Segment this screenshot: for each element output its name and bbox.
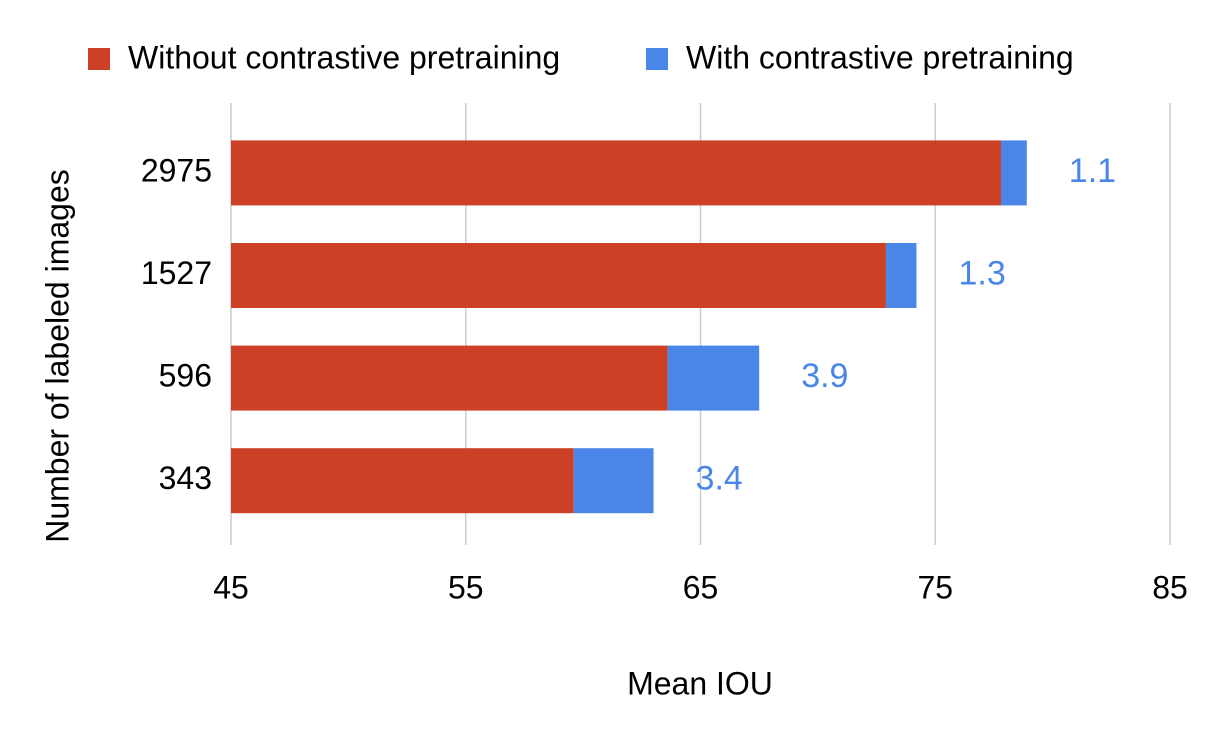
- x-tick-label: 65: [683, 569, 719, 605]
- data-label: 1.3: [958, 254, 1005, 292]
- x-tick-label: 55: [448, 569, 484, 605]
- x-tick-label: 45: [213, 569, 249, 605]
- data-label: 1.1: [1069, 152, 1116, 190]
- bar-segment: [667, 345, 760, 411]
- bar-segment: [231, 345, 668, 411]
- y-axis-title: Number of labeled images: [39, 169, 75, 543]
- data-label: 3.4: [696, 460, 743, 498]
- legend-swatch: [646, 48, 668, 70]
- y-tick-label: 596: [159, 358, 212, 394]
- x-tick-label: 75: [917, 569, 953, 605]
- data-label: 3.9: [801, 357, 848, 395]
- legend-label: Without contrastive pretraining: [128, 39, 560, 75]
- x-axis-title: Mean IOU: [627, 665, 773, 701]
- bar-segment: [1000, 140, 1027, 206]
- legend-swatch: [88, 48, 110, 70]
- y-tick-label: 2975: [141, 152, 212, 188]
- bar-segment: [231, 140, 1001, 206]
- bar-segment: [231, 448, 574, 514]
- x-tick-label: 85: [1152, 569, 1188, 605]
- y-tick-label: 343: [159, 460, 212, 496]
- legend-label: With contrastive pretraining: [686, 39, 1074, 75]
- y-tick-label: 1527: [141, 255, 212, 291]
- bar-segment: [231, 243, 886, 308]
- bar-segment: [573, 448, 654, 514]
- bar-segment: [885, 243, 917, 308]
